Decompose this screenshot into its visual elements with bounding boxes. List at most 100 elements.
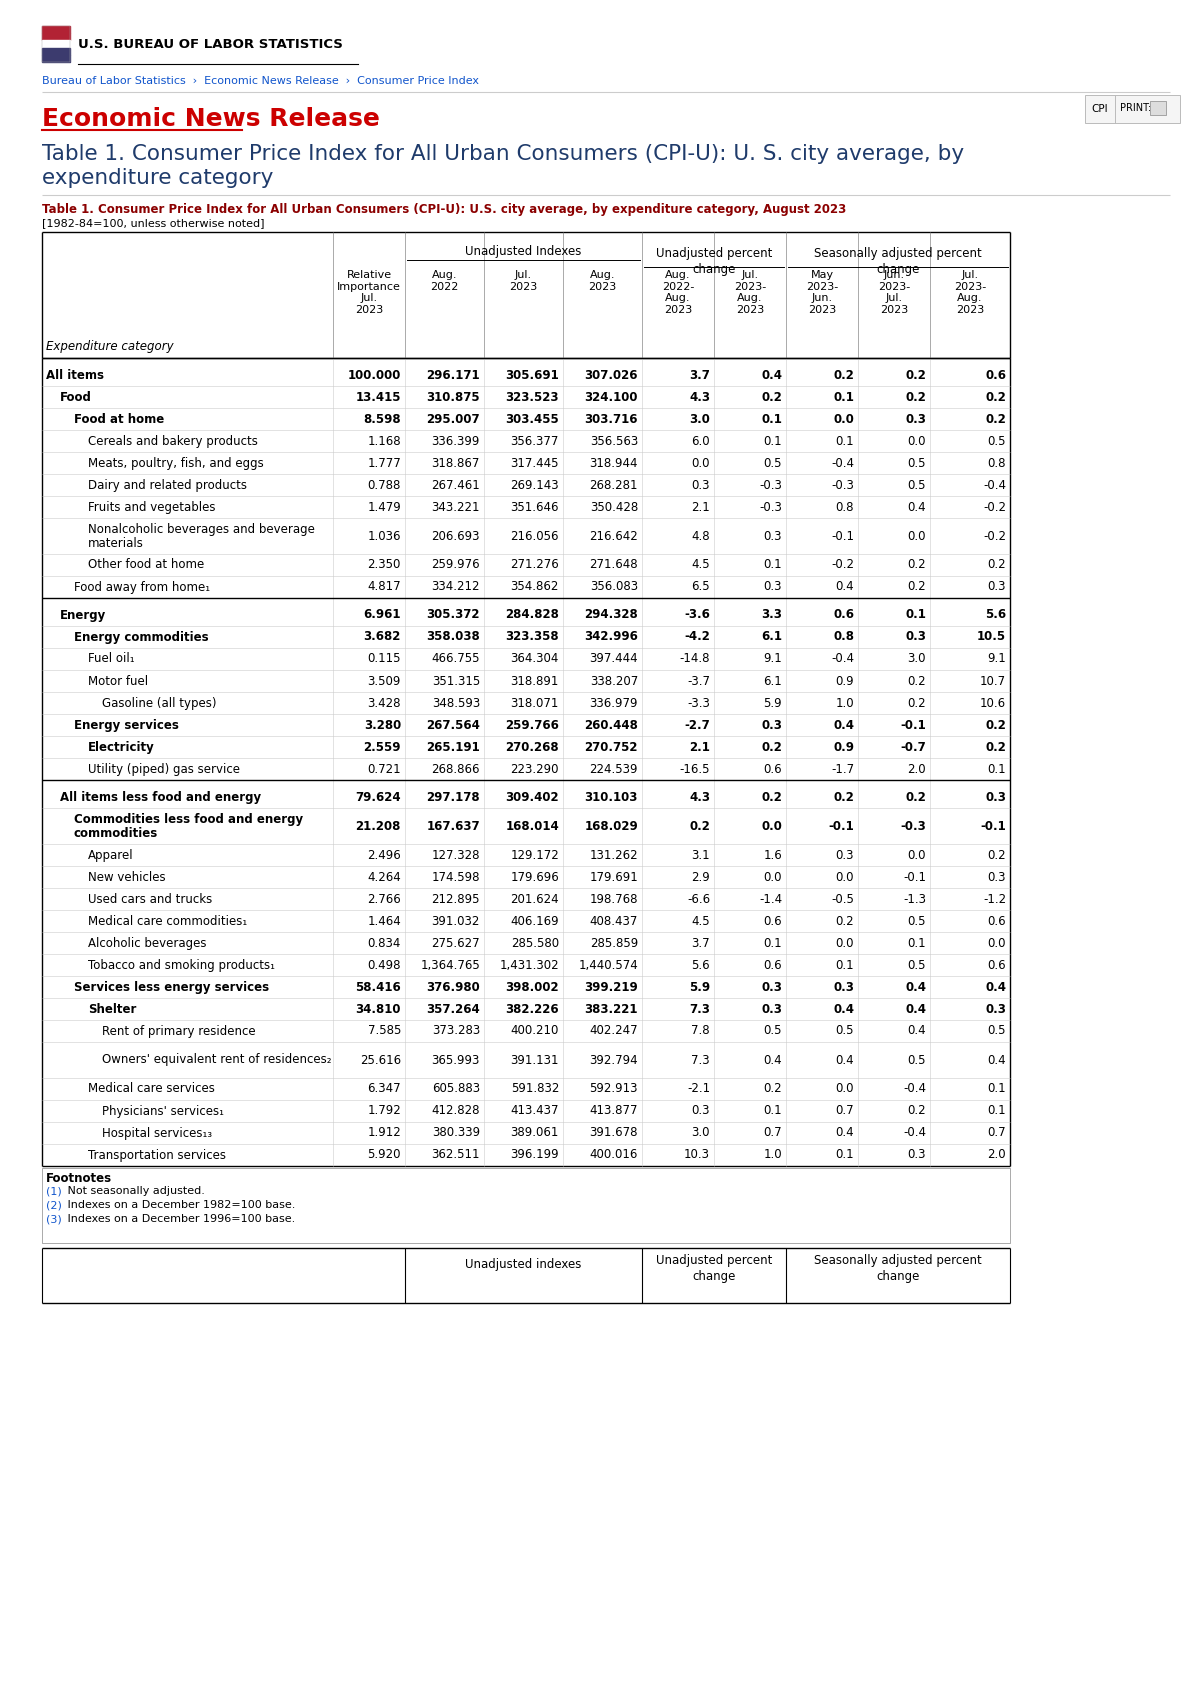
- Text: -16.5: -16.5: [679, 762, 710, 776]
- Text: Utility (piped) gas service: Utility (piped) gas service: [88, 762, 240, 776]
- Text: 413.437: 413.437: [510, 1104, 559, 1117]
- Text: Food at home: Food at home: [74, 413, 164, 426]
- Text: 358.038: 358.038: [426, 630, 480, 644]
- Text: 408.437: 408.437: [589, 915, 638, 927]
- Text: 318.867: 318.867: [432, 457, 480, 470]
- Text: 0.3: 0.3: [761, 980, 782, 993]
- Text: 1.0: 1.0: [835, 696, 854, 710]
- Text: -0.3: -0.3: [760, 479, 782, 491]
- Text: 336.979: 336.979: [589, 696, 638, 710]
- Text: -0.2: -0.2: [830, 559, 854, 572]
- Text: 0.2: 0.2: [763, 1083, 782, 1095]
- Text: (3): (3): [46, 1214, 61, 1224]
- Text: 0.1: 0.1: [761, 413, 782, 426]
- Text: 206.693: 206.693: [432, 530, 480, 542]
- Text: 380.339: 380.339: [432, 1126, 480, 1139]
- Text: 0.3: 0.3: [835, 849, 854, 861]
- Text: Indexes on a December 1982=100 base.: Indexes on a December 1982=100 base.: [64, 1200, 295, 1211]
- Text: 0.2: 0.2: [761, 391, 782, 404]
- Text: 1.479: 1.479: [367, 501, 401, 513]
- Text: 6.0: 6.0: [691, 435, 710, 448]
- Text: 0.2: 0.2: [833, 791, 854, 803]
- Text: 307.026: 307.026: [584, 368, 638, 382]
- Text: 0.3: 0.3: [763, 581, 782, 594]
- Text: 591.832: 591.832: [511, 1083, 559, 1095]
- Text: 3.7: 3.7: [689, 368, 710, 382]
- Text: Footnotes: Footnotes: [46, 1172, 112, 1185]
- Text: -0.2: -0.2: [983, 501, 1006, 513]
- Text: Jul.
2023: Jul. 2023: [509, 270, 538, 292]
- Text: Fruits and vegetables: Fruits and vegetables: [88, 501, 216, 513]
- Text: 7.8: 7.8: [691, 1024, 710, 1037]
- Text: expenditure category: expenditure category: [42, 168, 274, 188]
- Text: 0.1: 0.1: [763, 559, 782, 572]
- Text: 0.5: 0.5: [763, 457, 782, 470]
- Text: 364.304: 364.304: [511, 652, 559, 666]
- Text: Dairy and related products: Dairy and related products: [88, 479, 247, 491]
- Text: 2.1: 2.1: [689, 740, 710, 754]
- Text: 285.859: 285.859: [589, 937, 638, 949]
- Text: 0.2: 0.2: [907, 559, 926, 572]
- Text: 365.993: 365.993: [432, 1053, 480, 1066]
- Text: Owners' equivalent rent of residences₂: Owners' equivalent rent of residences₂: [102, 1053, 331, 1066]
- Text: All items less food and energy: All items less food and energy: [60, 791, 262, 803]
- Text: 0.1: 0.1: [835, 958, 854, 971]
- Text: 334.212: 334.212: [432, 581, 480, 594]
- Text: 294.328: 294.328: [584, 608, 638, 621]
- Text: 1.036: 1.036: [367, 530, 401, 542]
- Text: 269.143: 269.143: [510, 479, 559, 491]
- Text: 10.5: 10.5: [977, 630, 1006, 644]
- Text: U.S. BUREAU OF LABOR STATISTICS: U.S. BUREAU OF LABOR STATISTICS: [78, 37, 343, 51]
- Text: Expenditure category: Expenditure category: [46, 340, 174, 353]
- Text: 0.2: 0.2: [907, 581, 926, 594]
- Text: 0.5: 0.5: [988, 1024, 1006, 1037]
- Text: 397.444: 397.444: [589, 652, 638, 666]
- Text: 3.509: 3.509: [367, 674, 401, 688]
- Text: 0.3: 0.3: [691, 479, 710, 491]
- Text: 7.3: 7.3: [689, 1002, 710, 1015]
- Text: 0.0: 0.0: [833, 413, 854, 426]
- Text: Alcoholic beverages: Alcoholic beverages: [88, 937, 206, 949]
- Text: 0.1: 0.1: [988, 1104, 1006, 1117]
- Text: 0.5: 0.5: [835, 1024, 854, 1037]
- Text: Services less energy services: Services less energy services: [74, 980, 269, 993]
- Text: 1,364.765: 1,364.765: [420, 958, 480, 971]
- Text: 21.208: 21.208: [355, 820, 401, 832]
- Text: 10.6: 10.6: [980, 696, 1006, 710]
- Text: 2.766: 2.766: [367, 893, 401, 905]
- Text: Energy: Energy: [60, 608, 107, 621]
- Bar: [42, 41, 70, 48]
- Text: 338.207: 338.207: [589, 674, 638, 688]
- Text: 0.721: 0.721: [367, 762, 401, 776]
- Text: 268.866: 268.866: [432, 762, 480, 776]
- Text: 5.920: 5.920: [367, 1148, 401, 1161]
- Text: Unadjusted indexes: Unadjusted indexes: [466, 1258, 582, 1272]
- Text: 0.4: 0.4: [833, 1002, 854, 1015]
- Text: 0.3: 0.3: [761, 718, 782, 732]
- Text: Motor fuel: Motor fuel: [88, 674, 148, 688]
- Text: 0.3: 0.3: [833, 980, 854, 993]
- Text: 0.9: 0.9: [833, 740, 854, 754]
- Text: 3.428: 3.428: [367, 696, 401, 710]
- Text: CPI: CPI: [1092, 104, 1109, 114]
- Text: 310.875: 310.875: [426, 391, 480, 404]
- Text: 0.6: 0.6: [763, 762, 782, 776]
- Text: 466.755: 466.755: [432, 652, 480, 666]
- Text: 0.5: 0.5: [907, 1053, 926, 1066]
- Text: Other food at home: Other food at home: [88, 559, 204, 572]
- Text: 295.007: 295.007: [426, 413, 480, 426]
- Text: 271.276: 271.276: [510, 559, 559, 572]
- Text: (2): (2): [46, 1200, 62, 1211]
- Text: 0.1: 0.1: [988, 762, 1006, 776]
- Text: 179.691: 179.691: [589, 871, 638, 883]
- Text: 399.219: 399.219: [584, 980, 638, 993]
- Text: -0.2: -0.2: [983, 530, 1006, 542]
- Text: -1.3: -1.3: [904, 893, 926, 905]
- Text: 0.0: 0.0: [907, 435, 926, 448]
- Text: Used cars and trucks: Used cars and trucks: [88, 893, 212, 905]
- Text: -0.4: -0.4: [983, 479, 1006, 491]
- Text: 0.0: 0.0: [907, 849, 926, 861]
- Text: -2.7: -2.7: [684, 718, 710, 732]
- Text: 323.523: 323.523: [505, 391, 559, 404]
- Text: 216.642: 216.642: [589, 530, 638, 542]
